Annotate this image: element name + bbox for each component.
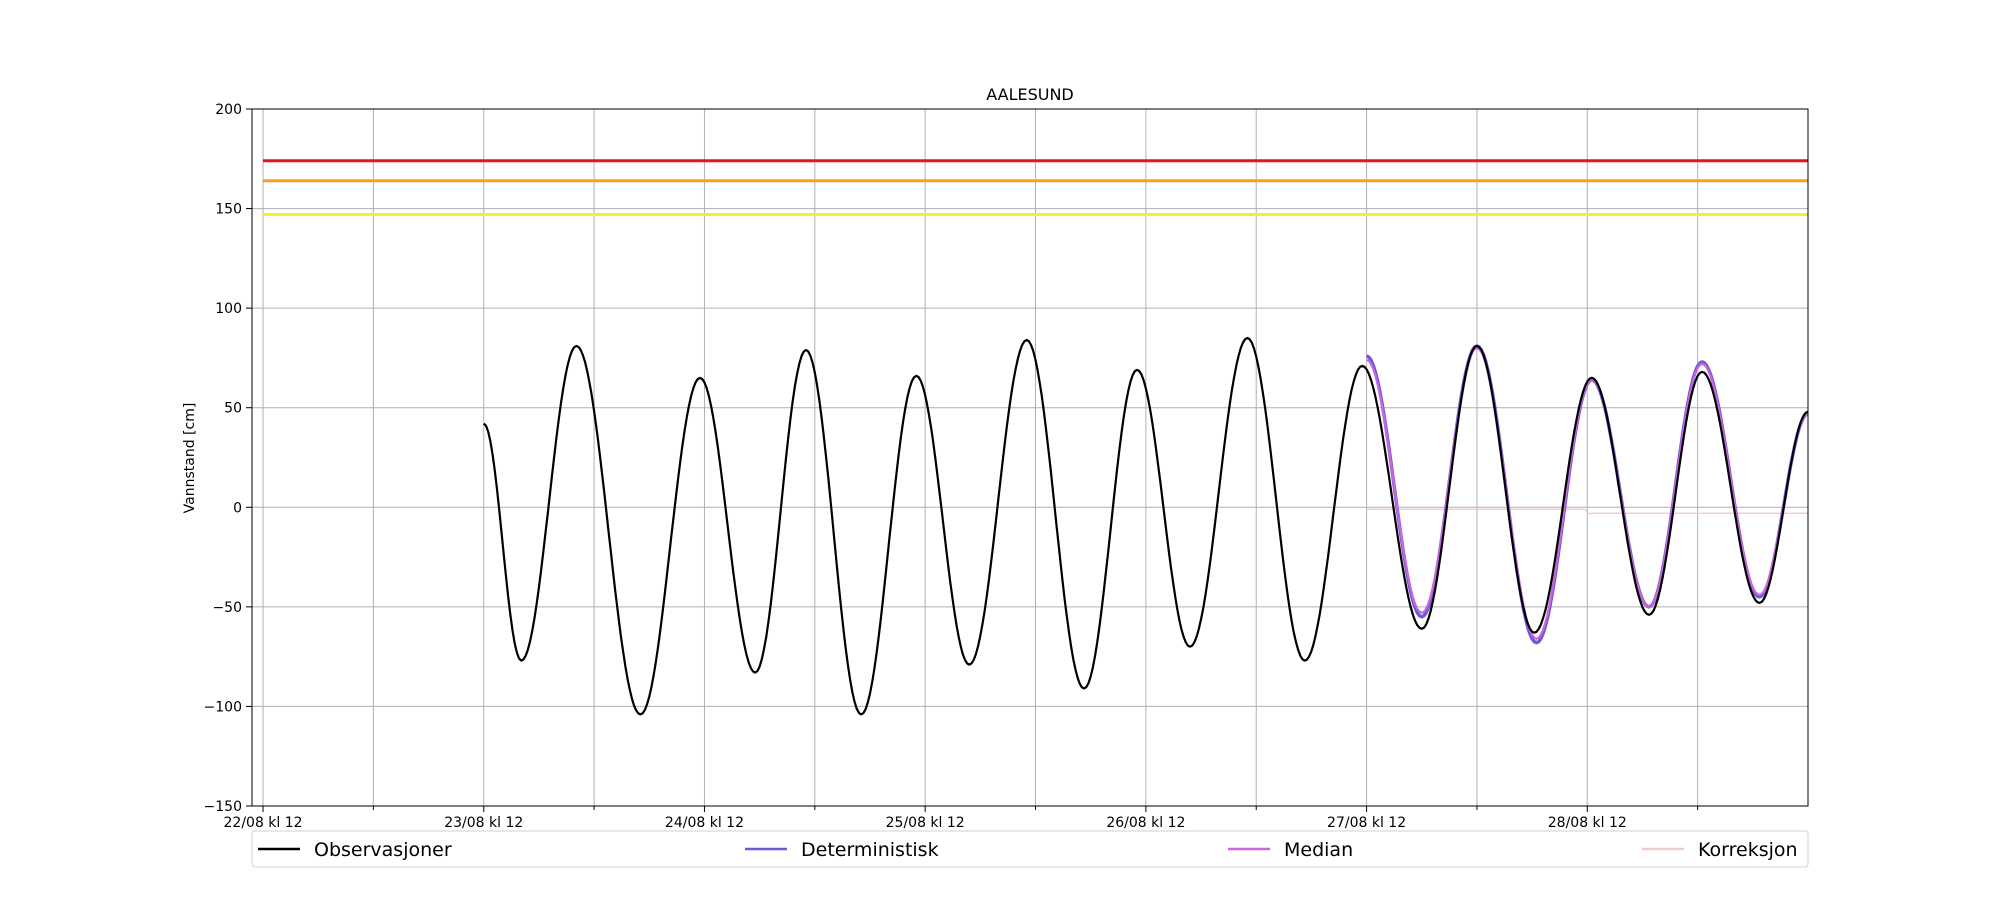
- legend-label: Korreksjon: [1698, 839, 1798, 861]
- y-axis: 200 150 100 50 0 −50 −100 −150: [204, 102, 252, 815]
- plot-frame: [251, 108, 1809, 807]
- x-tick-label: 25/08 kl 12: [886, 815, 965, 831]
- y-tick-label: 0: [233, 500, 242, 516]
- x-tick-label: 23/08 kl 12: [444, 815, 523, 831]
- y-tick-label: 50: [224, 401, 242, 417]
- series-line-observasjoner: [482, 336, 1809, 716]
- y-tick-label: 100: [215, 301, 242, 317]
- chart-title: AALESUND: [986, 85, 1074, 104]
- x-tick-label: 22/08 kl 12: [224, 815, 303, 831]
- y-tick-label: −100: [204, 699, 242, 715]
- x-tick-label: 24/08 kl 12: [665, 815, 744, 831]
- grid-lines: [252, 108, 1808, 807]
- x-axis: 22/08 kl 12 23/08 kl 12 24/08 kl 12 25/08 k…: [224, 806, 1699, 831]
- legend-label: Observasjoner: [314, 839, 452, 861]
- y-tick-label: −50: [212, 600, 242, 616]
- series-line-median: [1366, 346, 1809, 640]
- x-tick-label: 28/08 kl 12: [1548, 815, 1627, 831]
- y-tick-label: 150: [215, 202, 242, 218]
- x-tick-label: 26/08 kl 12: [1106, 815, 1185, 831]
- legend-label: Median: [1284, 839, 1353, 861]
- threshold-lines: [263, 159, 1808, 217]
- x-tick-label: 27/08 kl 12: [1327, 815, 1406, 831]
- legend-box: [251, 830, 1809, 868]
- series-layer: [482, 336, 1809, 716]
- y-axis-label: Vannstand [cm]: [182, 403, 198, 514]
- y-tick-label: 200: [215, 102, 242, 118]
- legend-label: Deterministisk: [801, 839, 939, 861]
- legend: Observasjoner Deterministisk Median Korreks…: [251, 830, 1809, 868]
- y-tick-label: −150: [204, 799, 242, 815]
- series-line-korreksjon: [1366, 508, 1808, 514]
